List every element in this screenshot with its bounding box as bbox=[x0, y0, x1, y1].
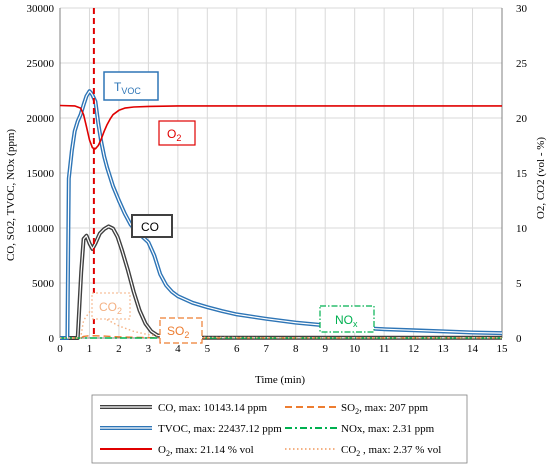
legend-entry-so2: SO2, max: 207 ppm bbox=[341, 402, 429, 416]
callout-so2-box bbox=[159, 317, 203, 344]
x-tick-label: 11 bbox=[379, 343, 390, 355]
series-line-o2 bbox=[59, 104, 502, 150]
y-right-tick-label: 20 bbox=[516, 113, 528, 125]
legend-box bbox=[91, 394, 468, 464]
callout-nox-text: NOx bbox=[335, 313, 358, 329]
legend-entry-o2: O2, max: 21.14 % vol bbox=[158, 444, 254, 458]
y-right-tick-label: 30 bbox=[516, 3, 528, 15]
legend-entry-tvoc: TVOC, max: 22437.12 ppm bbox=[158, 423, 282, 435]
callout-co2: CO2 bbox=[91, 292, 131, 320]
tick-labels: 0 1 2 3 4 5 6 7 8 9 10 11 12 13 14 15050001000015000200… bbox=[27, 3, 528, 355]
x-tick-label: 14 bbox=[467, 343, 479, 355]
legend-entry-nox: NOx, max: 2.31 ppm bbox=[341, 423, 435, 435]
y-right-tick-label: 15 bbox=[516, 168, 528, 180]
callout-tvoc-text: TVOC bbox=[114, 80, 141, 96]
x-tick-label: 4 bbox=[175, 343, 181, 355]
x-axis-label: Time (min) bbox=[255, 374, 305, 386]
x-tick-label: 10 bbox=[349, 343, 361, 355]
callout-tvoc-box bbox=[103, 71, 159, 101]
x-tick-label: 8 bbox=[293, 343, 299, 355]
x-tick-label: 15 bbox=[497, 343, 509, 355]
x-tick-label: 9 bbox=[322, 343, 328, 355]
callout-tvoc: TVOC bbox=[103, 71, 159, 101]
x-tick-label: 6 bbox=[234, 343, 240, 355]
legend: CO, max: 10143.14 ppm SO2, max: 207 ppm … bbox=[91, 394, 468, 464]
callout-nox: NOx bbox=[319, 305, 375, 333]
y-left-tick-label: 20000 bbox=[27, 113, 55, 125]
callout-so2: SO2 bbox=[159, 317, 203, 344]
legend-entry-co2: CO2 , max: 2.37 % vol bbox=[341, 444, 441, 458]
y-left-tick-label: 0 bbox=[49, 333, 55, 345]
y-left-tick-label: 30000 bbox=[27, 3, 55, 15]
y-right-tick-label: 10 bbox=[516, 223, 528, 235]
x-tick-label: 0 bbox=[57, 343, 63, 355]
x-tick-label: 12 bbox=[408, 343, 419, 355]
x-tick-label: 3 bbox=[146, 343, 152, 355]
callout-o2-text: O2 bbox=[167, 127, 181, 143]
x-tick-label: 1 bbox=[87, 343, 93, 355]
callout-co2-text: CO2 bbox=[99, 300, 122, 316]
y-left-tick-label: 10000 bbox=[27, 223, 55, 235]
legend-swatches bbox=[100, 405, 337, 450]
y-left-tick-label: 25000 bbox=[27, 58, 55, 70]
grid bbox=[59, 7, 503, 339]
callout-o2: O2 bbox=[158, 120, 196, 146]
x-tick-label: 5 bbox=[205, 343, 211, 355]
callout-so2-text: SO2 bbox=[167, 324, 189, 340]
callout-co2-box bbox=[91, 292, 131, 320]
y-left-tick-label: 15000 bbox=[27, 168, 55, 180]
y-axis-right-label: O2, CO2 (vol - %) bbox=[535, 137, 547, 220]
callout-co-text: CO bbox=[141, 220, 159, 234]
callout-o2-box bbox=[158, 120, 196, 146]
x-tick-label: 2 bbox=[116, 343, 122, 355]
y-axis-left-label: CO, SO2, TVOC, NOx (ppm) bbox=[5, 129, 17, 261]
series-line-co2 bbox=[60, 311, 502, 339]
y-right-tick-label: 25 bbox=[516, 58, 528, 70]
callout-co-box bbox=[131, 214, 173, 238]
legend-entry-co: CO, max: 10143.14 ppm bbox=[158, 402, 268, 414]
callout-nox-box bbox=[319, 305, 375, 333]
y-right-tick-label: 0 bbox=[516, 333, 522, 345]
x-tick-label: 13 bbox=[438, 343, 450, 355]
y-left-tick-label: 5000 bbox=[32, 278, 55, 290]
y-right-tick-label: 5 bbox=[516, 278, 522, 290]
callout-co: CO bbox=[131, 214, 173, 238]
x-tick-label: 7 bbox=[264, 343, 270, 355]
